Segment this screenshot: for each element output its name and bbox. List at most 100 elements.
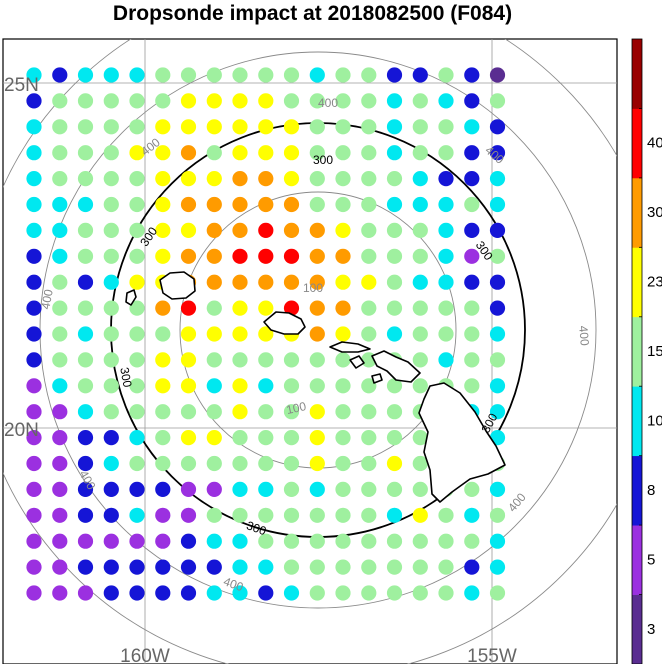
impact-dot [232, 455, 248, 472]
impact-dot [386, 274, 403, 290]
impact-dot [386, 196, 403, 213]
impact-dot [77, 119, 94, 135]
impact-dot [283, 248, 300, 264]
impact-dot [52, 559, 68, 575]
impact-dot [412, 145, 428, 161]
impact-dot [77, 145, 94, 161]
impact-dot [129, 455, 145, 472]
impact-dot [129, 585, 145, 601]
impact-dot [309, 67, 325, 83]
impact-dot [206, 93, 222, 109]
impact-dot [155, 145, 171, 161]
impact-dot [180, 119, 197, 135]
impact-dot [489, 481, 506, 497]
island-lanai [349, 355, 365, 369]
impact-dot [52, 481, 68, 497]
impact-dot [489, 196, 506, 213]
impact-dot [309, 326, 325, 342]
impact-dot [438, 171, 454, 187]
colorbar-segment [632, 177, 642, 248]
impact-dot [283, 585, 300, 601]
impact-dot [258, 559, 274, 575]
impact-dot [206, 67, 222, 83]
impact-dot [464, 196, 480, 213]
impact-dot [258, 300, 274, 316]
island-hawaii [418, 382, 506, 503]
impact-dot [464, 378, 480, 394]
impact-dot [232, 119, 248, 135]
impact-dot [412, 300, 428, 316]
ring-label-300-bottom: 300 [245, 518, 269, 538]
impact-dot [206, 326, 222, 342]
impact-dot [103, 171, 119, 187]
axis-labels: 25N 20N 160W 155W [4, 75, 517, 664]
colorbar-segment [632, 247, 642, 318]
impact-dot [103, 559, 119, 575]
impact-dot [361, 145, 377, 161]
impact-dots [26, 67, 506, 601]
impact-dot [232, 171, 248, 187]
impact-dot [26, 93, 42, 109]
impact-dot [52, 455, 68, 472]
impact-dot [335, 455, 351, 472]
impact-dot [52, 67, 68, 83]
impact-dot [232, 507, 248, 523]
impact-dot [386, 559, 403, 575]
impact-dot [412, 378, 428, 394]
impact-dot [103, 119, 119, 135]
impact-dot [489, 533, 506, 549]
impact-dot [283, 93, 300, 109]
impact-dot [103, 352, 119, 368]
impact-dot [52, 222, 68, 238]
impact-dot [103, 430, 119, 446]
impact-dot [438, 559, 454, 575]
impact-dot [386, 222, 403, 238]
impact-dot [206, 378, 222, 394]
island-maui [371, 350, 421, 383]
ring-label-300-lower-left: 300 [117, 366, 134, 388]
impact-dot [386, 507, 403, 523]
impact-dot [232, 585, 248, 601]
impact-dot [129, 533, 145, 549]
impact-dot [309, 274, 325, 290]
impact-dot [155, 585, 171, 601]
impact-dot [361, 559, 377, 575]
impact-dot [258, 93, 274, 109]
impact-dot [361, 404, 377, 420]
impact-dot [232, 352, 248, 368]
impact-dot [386, 481, 403, 497]
island-niihau [125, 289, 137, 306]
impact-dot [180, 481, 197, 497]
impact-dot [361, 430, 377, 446]
impact-dot [103, 481, 119, 497]
impact-dot [155, 67, 171, 83]
impact-dot [180, 404, 197, 420]
impact-dot [412, 533, 428, 549]
colorbar-tick-label: 5 [647, 551, 655, 568]
impact-dot [180, 585, 197, 601]
impact-dot [180, 559, 197, 575]
impact-dot [103, 274, 119, 290]
impact-dot [26, 171, 42, 187]
impact-dot [335, 585, 351, 601]
impact-dot [155, 481, 171, 497]
impact-dot [155, 248, 171, 264]
island-outlines [125, 271, 506, 503]
impact-dot [361, 378, 377, 394]
impact-dot [283, 559, 300, 575]
impact-dot [335, 352, 351, 368]
impact-dot [464, 222, 480, 238]
impact-dot [386, 585, 403, 601]
impact-dot [206, 559, 222, 575]
impact-dot [309, 196, 325, 213]
impact-dot [103, 222, 119, 238]
lat-label-25n: 25N [4, 75, 39, 96]
impact-dot [309, 507, 325, 523]
impact-dot [129, 481, 145, 497]
impact-dot [77, 533, 94, 549]
impact-dot [26, 300, 42, 316]
ring-label-300-top: 300 [313, 153, 333, 167]
impact-dot [335, 378, 351, 394]
colorbar: 3 5 8 10 15 23 30 40 [631, 38, 662, 664]
colorbar-segment [632, 386, 642, 457]
